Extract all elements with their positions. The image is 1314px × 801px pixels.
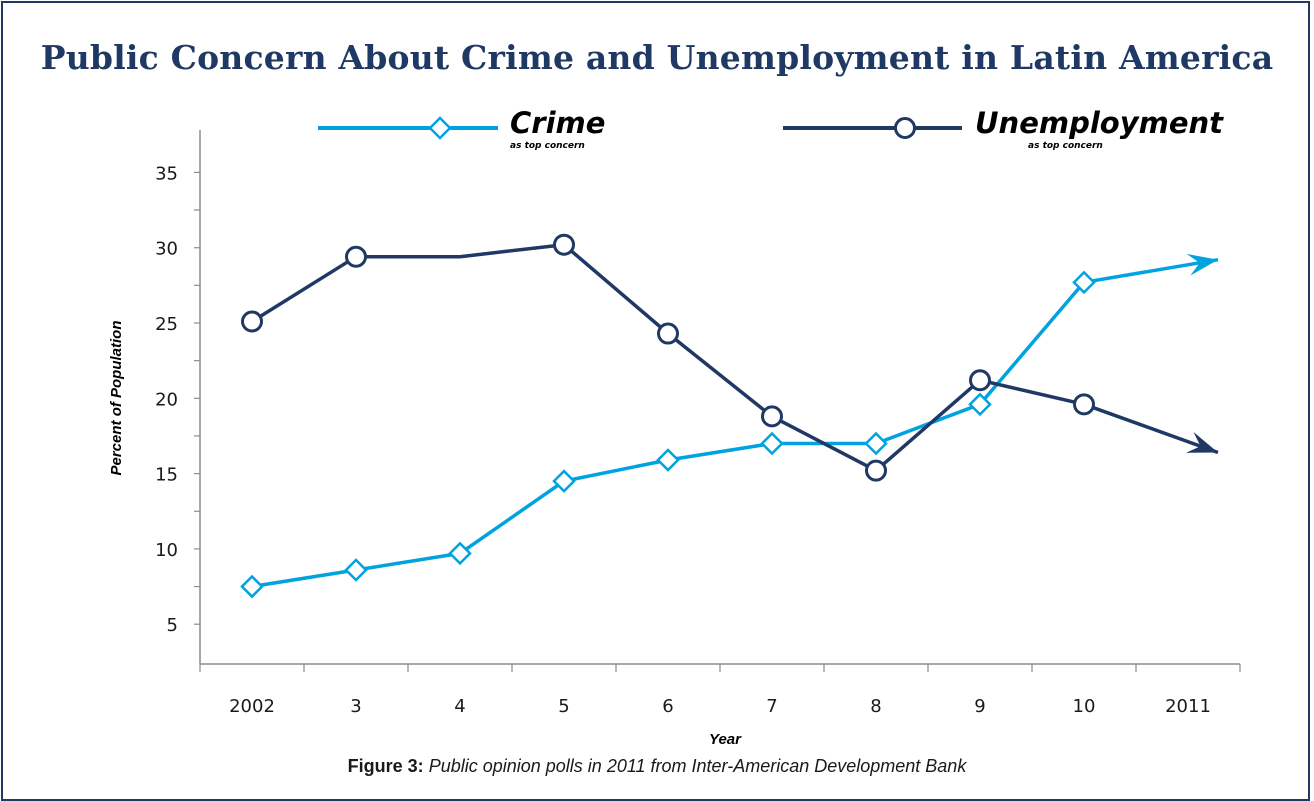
data-point-crime	[864, 431, 888, 456]
y-tick-label: 5	[167, 615, 178, 636]
legend-diamond-icon	[428, 116, 452, 140]
y-tick-label: 30	[155, 239, 178, 260]
data-point-crime	[344, 558, 368, 582]
data-point-crime	[656, 448, 680, 472]
data-point-unemployment	[553, 233, 575, 256]
data-point-crime	[552, 469, 576, 493]
y-tick-label: 25	[155, 314, 178, 335]
x-tick-label: 7	[766, 696, 777, 717]
y-tick-label: 10	[155, 540, 178, 561]
x-tick-label: 9	[974, 696, 985, 717]
data-point-unemployment	[761, 405, 783, 428]
series-line-unemployment	[251, 242, 1219, 473]
data-point-unemployment	[345, 245, 367, 268]
data-point-unemployment	[241, 310, 263, 333]
x-tick-label: 8	[870, 696, 881, 717]
data-point-crime	[448, 541, 472, 566]
x-tick-label: 5	[558, 696, 569, 717]
x-tick-label: 6	[662, 696, 673, 717]
data-point-unemployment	[657, 322, 679, 345]
x-tick-label: 2011	[1165, 696, 1211, 717]
x-axis-title: Year	[709, 731, 742, 748]
legend-label-crime: Crime	[510, 106, 605, 140]
data-point-unemployment	[1073, 393, 1095, 416]
y-axis-title: Percent of Population	[108, 320, 125, 475]
legend-circle-icon	[894, 117, 916, 139]
data-point-crime	[968, 392, 992, 417]
data-point-crime	[240, 574, 264, 599]
figure-caption: Figure 3: Public opinion polls in 2011 f…	[0, 756, 1314, 777]
legend-sublabel-unemployment: as top concern	[1028, 141, 1103, 151]
chart-title: Public Concern About Crime and Unemploym…	[40, 38, 1274, 77]
legend-sublabel-crime: as top concern	[510, 141, 585, 151]
data-point-unemployment	[969, 369, 991, 392]
caption-label: Figure 3:	[347, 756, 424, 776]
trend-arrow-crime	[1186, 253, 1218, 276]
data-point-unemployment	[865, 459, 887, 482]
x-tick-label: 3	[350, 696, 361, 717]
caption-text: Public opinion polls in 2011 from Inter-…	[428, 756, 967, 776]
x-tick-label: 2002	[229, 696, 275, 717]
data-point-crime	[760, 431, 784, 456]
legend-label-unemployment: Unemployment	[975, 106, 1224, 140]
y-tick-label: 15	[155, 465, 178, 486]
trend-arrow-unemployment	[1186, 432, 1218, 453]
y-tick-label: 20	[155, 389, 178, 410]
y-tick-label: 35	[155, 163, 178, 184]
data-point-crime	[1072, 270, 1096, 295]
x-tick-label: 10	[1073, 696, 1096, 717]
series-line-crime	[251, 257, 1219, 589]
x-tick-label: 4	[454, 696, 465, 717]
